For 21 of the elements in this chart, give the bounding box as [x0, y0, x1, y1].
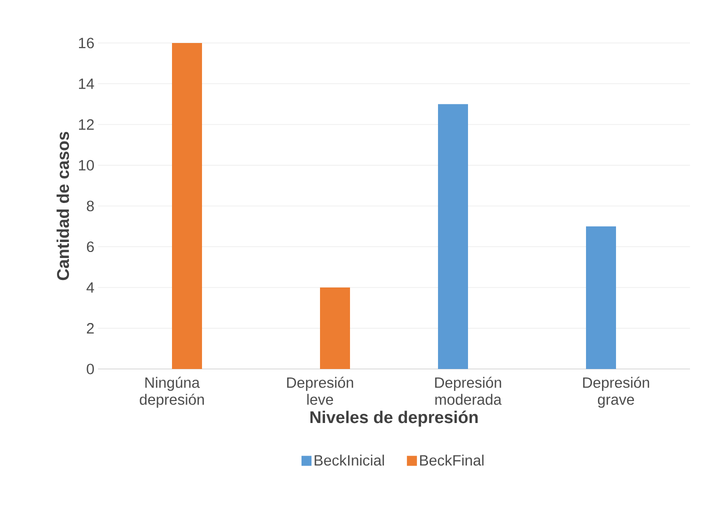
y-tick-label: 6 [86, 241, 94, 252]
y-tick-label: 4 [86, 282, 94, 293]
x-tick-label: Depresión moderada [435, 376, 502, 405]
y-tick-label: 14 [79, 78, 94, 89]
y-axis-title: Cantidad de casos [56, 132, 70, 280]
legend-label: BeckInicial [314, 454, 384, 466]
x-tick-label: Depresión grave [583, 376, 650, 408]
x-tick-label: Ningúna depresión [140, 376, 204, 408]
y-tick-label: 16 [79, 38, 94, 48]
y-tick-label: 2 [86, 323, 94, 334]
x-axis-title: Niveles de depresión [310, 410, 478, 427]
bar [172, 42, 202, 369]
bar [438, 104, 468, 369]
y-tick-label: 0 [86, 364, 94, 374]
legend-label: BeckFinal [420, 454, 484, 466]
y-tick-label: 10 [79, 160, 94, 171]
bar [320, 287, 350, 369]
y-tick-label: 12 [79, 119, 94, 130]
x-tick-label: Depresión leve [287, 376, 354, 405]
bar [586, 226, 616, 369]
y-tick-label: 8 [86, 200, 94, 212]
